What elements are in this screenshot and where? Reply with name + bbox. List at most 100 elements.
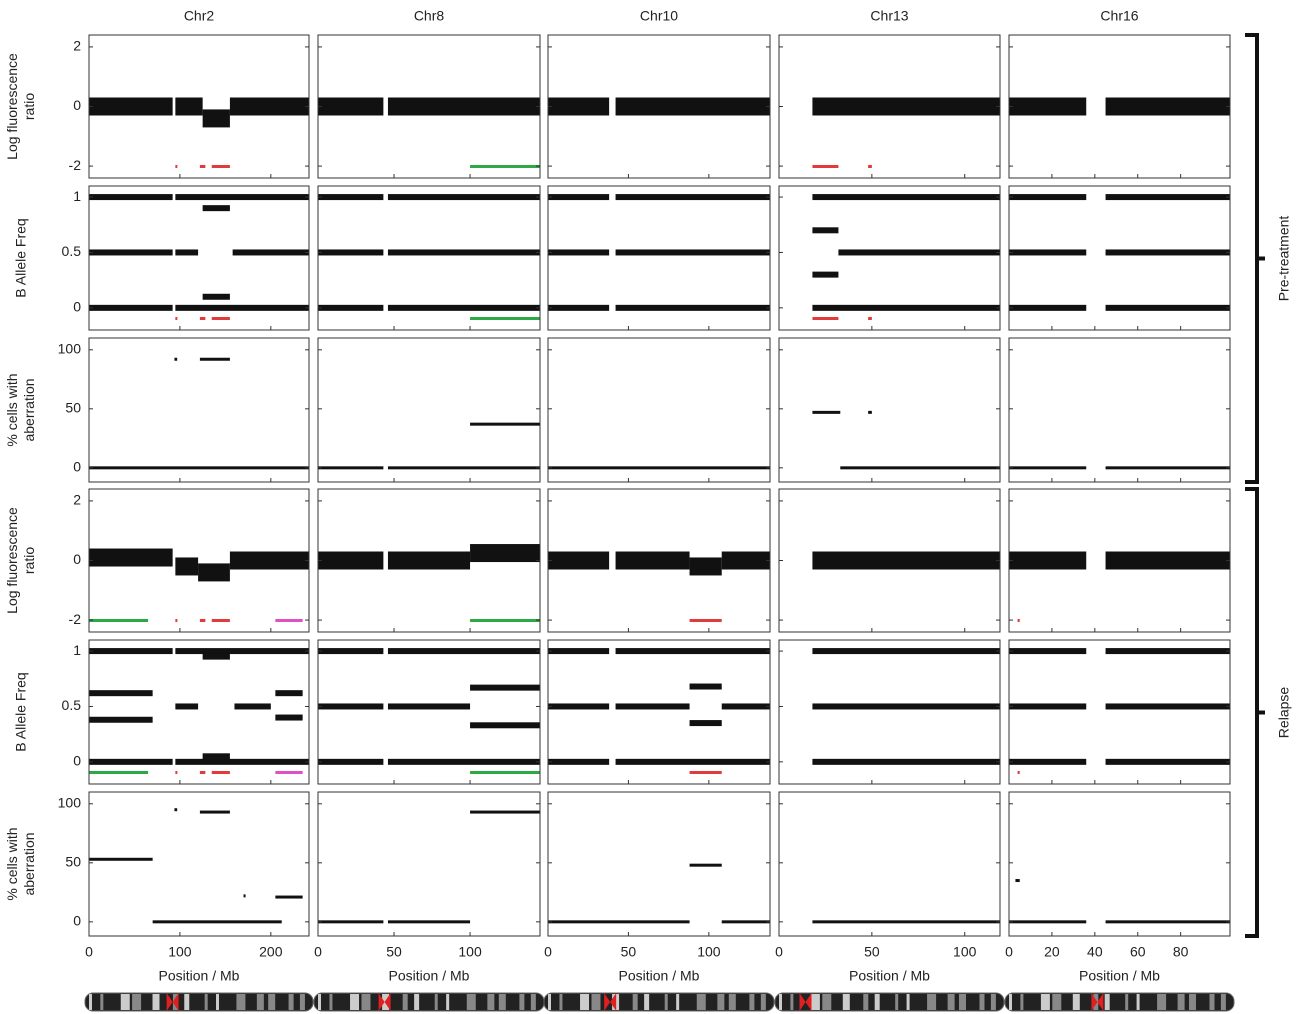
data-band <box>1106 703 1230 709</box>
data-band <box>548 249 609 255</box>
data-band <box>812 194 1000 200</box>
data-band <box>89 305 173 311</box>
panel-frame <box>779 792 1000 936</box>
ideogram-band <box>1125 994 1128 1010</box>
data-band <box>840 466 1000 469</box>
ideogram-band <box>1189 994 1196 1010</box>
ideogram-band <box>729 994 736 1010</box>
y-tick-label: 100 <box>58 341 82 357</box>
y-tick-label: 50 <box>65 400 81 416</box>
panel <box>89 98 309 169</box>
data-band <box>1009 249 1086 255</box>
ideogram-band <box>487 994 494 1010</box>
ideogram-band <box>979 994 984 1010</box>
data-band <box>318 552 383 570</box>
ideogram-band <box>361 994 370 1010</box>
data-band <box>1009 552 1086 570</box>
data-band <box>230 98 309 116</box>
data-band <box>388 552 470 570</box>
data-band <box>318 249 383 255</box>
x-tick-label: 50 <box>386 944 402 960</box>
y-axis-label: B Allele Freq <box>13 672 29 751</box>
data-band <box>200 358 230 361</box>
ideogram-band <box>633 994 638 1010</box>
column-title: Chr2 <box>184 8 215 24</box>
ideogram-band <box>559 994 562 1010</box>
y-tick-label: 0 <box>73 753 81 769</box>
data-band <box>275 690 302 696</box>
data-band <box>318 920 383 923</box>
data-band <box>318 648 383 654</box>
x-axis-label: Position / Mb <box>389 968 470 984</box>
ideogram-band <box>1209 994 1214 1010</box>
y-tick-label: 100 <box>58 795 82 811</box>
data-band <box>388 759 540 765</box>
aberration-call <box>175 165 177 168</box>
data-band <box>548 194 609 200</box>
ideogram-band <box>948 994 955 1010</box>
ideogram <box>85 993 313 1011</box>
y-axis-label: % cells with <box>4 827 20 900</box>
aberration-call <box>200 165 205 168</box>
y-tick-label: -2 <box>69 611 82 627</box>
y-tick-label: 2 <box>73 38 81 54</box>
panel <box>812 194 1000 320</box>
ideogram-band <box>300 994 305 1010</box>
panel <box>89 194 309 320</box>
ideogram-band <box>907 994 910 1010</box>
y-tick-label: 0 <box>73 913 81 929</box>
data-band <box>690 864 722 867</box>
data-band <box>548 920 690 923</box>
panel <box>548 98 770 116</box>
data-band <box>230 552 309 570</box>
data-band <box>1106 305 1230 311</box>
x-tick-label: 200 <box>259 944 283 960</box>
panel <box>548 648 770 774</box>
data-band <box>868 411 872 414</box>
aberration-call <box>470 619 540 622</box>
x-axis-label: Position / Mb <box>849 968 930 984</box>
data-band <box>1009 648 1086 654</box>
y-tick-label: 1 <box>73 188 81 204</box>
data-band <box>388 703 470 709</box>
data-band <box>89 858 153 861</box>
x-tick-label: 0 <box>314 944 322 960</box>
y-tick-label: 0.5 <box>62 697 82 713</box>
aberration-call <box>275 771 302 774</box>
data-band <box>388 194 540 200</box>
group-bracket <box>1245 35 1265 482</box>
ideogram-band <box>927 994 936 1010</box>
panel <box>318 194 540 320</box>
panel-frame <box>1009 792 1230 936</box>
ideogram-band <box>236 994 245 1010</box>
data-band <box>200 811 230 814</box>
panel <box>318 423 540 470</box>
panel-frame <box>548 338 770 482</box>
ideogram-band <box>1041 994 1050 1010</box>
y-tick-label: 0 <box>73 551 81 567</box>
data-band <box>233 249 309 255</box>
panel <box>812 411 1000 469</box>
panel <box>1009 552 1230 623</box>
x-axis-label: Position / Mb <box>619 968 700 984</box>
data-band <box>690 557 722 575</box>
x-tick-label: 100 <box>458 944 482 960</box>
data-band <box>1106 194 1230 200</box>
group-bracket <box>1245 489 1265 936</box>
ideogram-band <box>1073 994 1080 1010</box>
panel <box>812 648 1000 765</box>
data-band <box>1106 249 1230 255</box>
x-axis-label: Position / Mb <box>1079 968 1160 984</box>
x-tick-label: 60 <box>1130 944 1146 960</box>
ideogram-band <box>1178 994 1185 1010</box>
ideogram-band <box>1009 994 1012 1010</box>
panel <box>548 552 770 623</box>
data-band <box>203 205 230 211</box>
aberration-call <box>690 771 722 774</box>
data-band <box>175 194 309 200</box>
ideogram-band <box>822 994 831 1010</box>
data-band <box>1106 552 1230 570</box>
ideogram-band <box>414 994 419 1010</box>
x-tick-label: 20 <box>1044 944 1060 960</box>
x-tick-label: 40 <box>1087 944 1103 960</box>
